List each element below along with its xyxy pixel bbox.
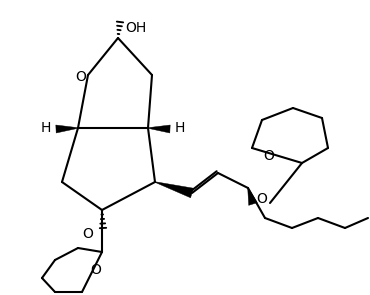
Text: H: H [41,121,51,135]
Polygon shape [148,125,170,133]
Text: OH: OH [125,21,147,35]
Polygon shape [248,188,257,205]
Text: O: O [91,263,101,277]
Text: O: O [75,70,87,84]
Polygon shape [155,182,194,198]
Text: O: O [83,227,94,241]
Polygon shape [56,125,78,133]
Text: H: H [175,121,185,135]
Text: O: O [256,192,268,206]
Text: O: O [263,148,275,163]
